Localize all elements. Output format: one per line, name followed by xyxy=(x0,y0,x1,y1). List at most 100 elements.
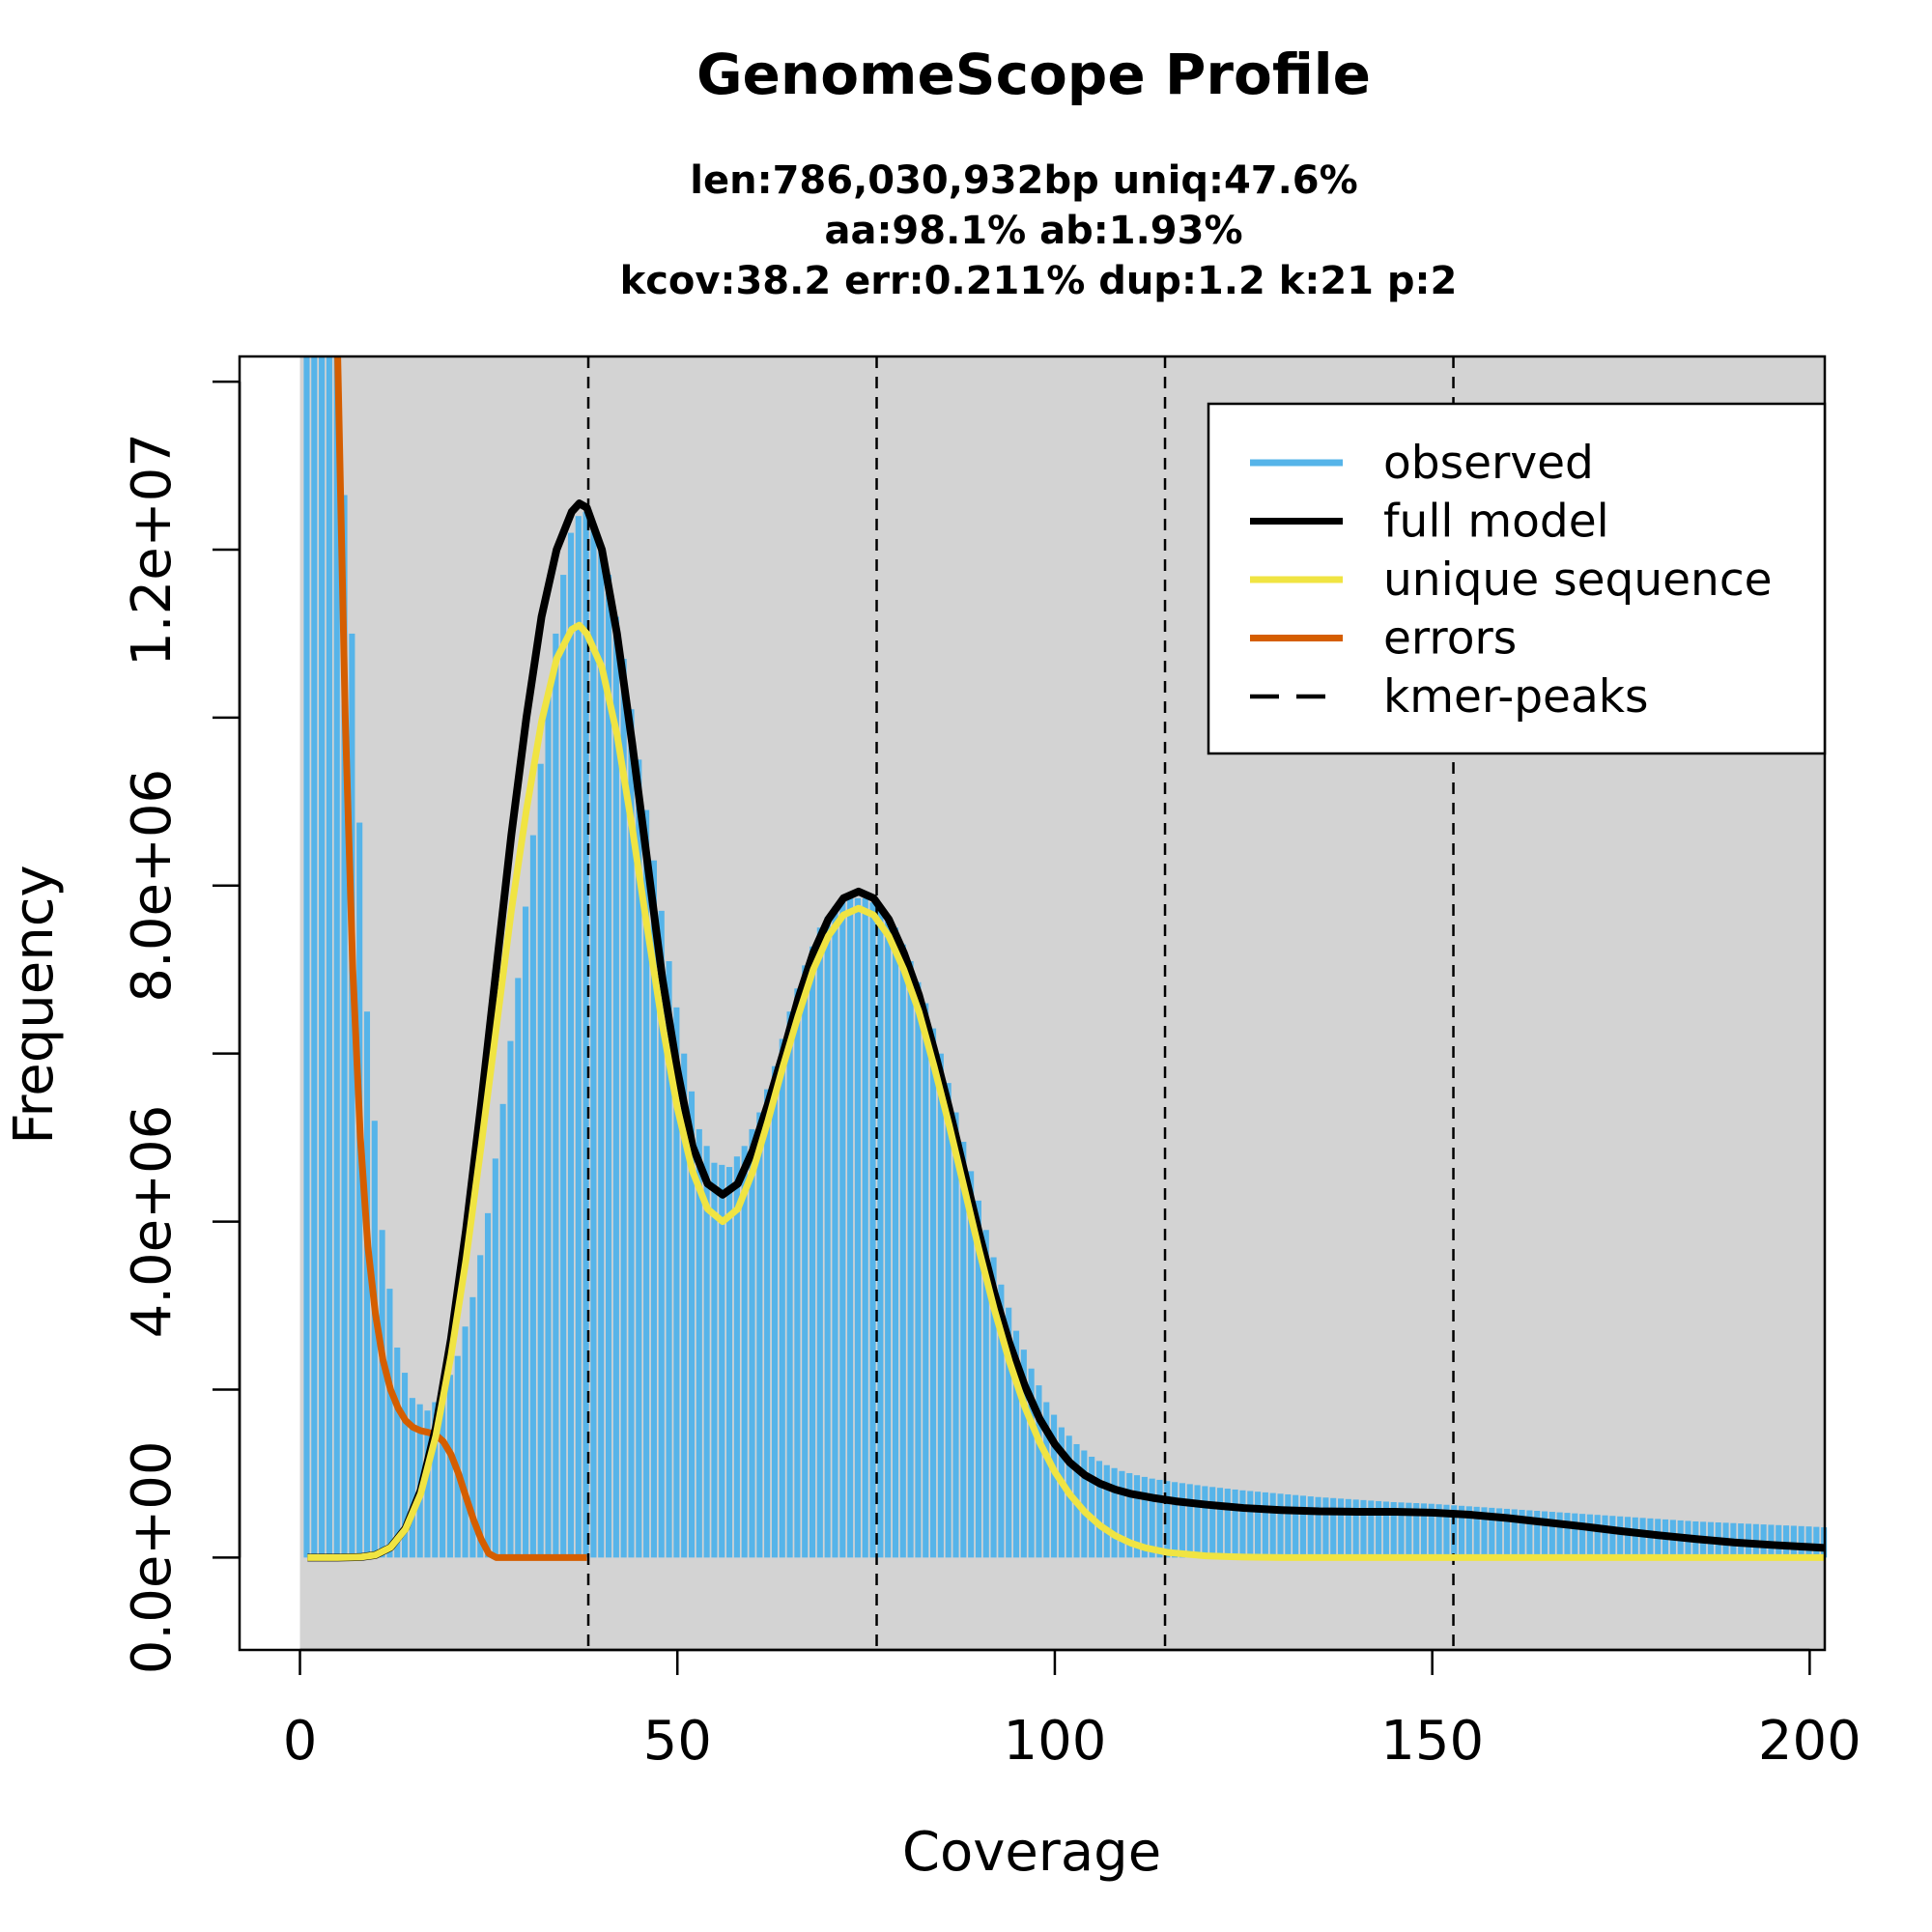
observed-bar xyxy=(1548,1512,1555,1558)
observed-bar xyxy=(673,1007,680,1558)
observed-bar xyxy=(1028,1368,1035,1558)
observed-bar xyxy=(1095,1461,1103,1558)
observed-bar xyxy=(612,616,619,1558)
observed-bar xyxy=(1609,1516,1616,1558)
observed-bar xyxy=(605,575,612,1558)
observed-bar xyxy=(1255,1492,1262,1558)
observed-bar xyxy=(1376,1500,1382,1558)
observed-bar xyxy=(636,759,642,1558)
observed-bar xyxy=(1617,1516,1624,1558)
observed-bar xyxy=(1172,1482,1179,1558)
observed-bar xyxy=(1451,1505,1458,1558)
observed-bar xyxy=(409,1398,415,1558)
observed-bar xyxy=(1119,1470,1125,1558)
observed-bar xyxy=(582,511,589,1558)
observed-bar xyxy=(1126,1472,1133,1558)
observed-bar xyxy=(545,692,552,1558)
observed-bar xyxy=(1406,1502,1412,1558)
x-axis: 0 50 100 150 200 xyxy=(283,1648,1861,1773)
observed-bar xyxy=(1081,1450,1088,1558)
observed-bar xyxy=(832,906,838,1558)
observed-bar xyxy=(575,516,582,1558)
observed-bar xyxy=(394,1347,401,1558)
legend-label: kmer-peaks xyxy=(1383,670,1648,724)
observed-bar xyxy=(499,1103,506,1558)
chart-title: GenomeScope Profile xyxy=(696,42,1371,107)
legend-label: unique sequence xyxy=(1383,554,1773,607)
chart-subtitle-line-1: len:786,030,932bp uniq:47.6% xyxy=(690,158,1357,203)
observed-bar xyxy=(764,1089,771,1558)
observed-bar xyxy=(982,1230,989,1558)
observed-bar xyxy=(1398,1502,1405,1558)
observed-bar xyxy=(869,902,876,1558)
observed-bar xyxy=(598,549,605,1558)
observed-bar xyxy=(854,897,861,1558)
observed-bar xyxy=(816,927,823,1558)
full-model-curve xyxy=(307,499,1825,1562)
observed-bar xyxy=(319,356,326,1558)
observed-bar xyxy=(1783,1525,1790,1558)
unique-sequence-curve xyxy=(307,621,1825,1561)
observed-bar xyxy=(1194,1485,1201,1558)
observed-bar xyxy=(553,633,559,1558)
observed-bar xyxy=(1443,1504,1450,1558)
observed-bar xyxy=(1776,1524,1782,1558)
observed-bar xyxy=(1164,1481,1171,1558)
observed-bar xyxy=(1345,1498,1351,1558)
observed-bar xyxy=(1511,1509,1518,1558)
x-tick-label: 200 xyxy=(1758,1710,1861,1773)
observed-bar xyxy=(1058,1427,1065,1558)
observed-bar xyxy=(1149,1478,1155,1558)
observed-bar xyxy=(1156,1479,1163,1558)
observed-bar xyxy=(877,906,884,1558)
observed-bar xyxy=(1020,1350,1027,1558)
observed-bar xyxy=(839,902,846,1558)
observed-bar xyxy=(847,897,854,1558)
observed-bar xyxy=(1307,1496,1314,1558)
observed-bar xyxy=(1579,1514,1586,1558)
observed-bar xyxy=(477,1255,484,1558)
observed-bar xyxy=(567,532,575,1558)
observed-bar xyxy=(1496,1508,1503,1558)
observed-bar xyxy=(952,1112,959,1558)
observed-bar xyxy=(386,1289,393,1558)
observed-bar xyxy=(990,1257,997,1558)
x-tick-label: 50 xyxy=(643,1710,712,1773)
observed-bar xyxy=(590,524,597,1558)
observed-bar xyxy=(696,1128,702,1558)
observed-bar xyxy=(1586,1514,1593,1558)
observed-bar xyxy=(1239,1490,1246,1558)
observed-bar xyxy=(371,1121,378,1558)
observed-bar xyxy=(1473,1506,1480,1558)
observed-bar xyxy=(446,1375,453,1558)
observed-bar xyxy=(658,910,665,1558)
observed-bar xyxy=(1798,1525,1804,1558)
observed-bar xyxy=(1262,1492,1268,1558)
observed-bar xyxy=(650,860,657,1558)
y-tick-label: 0.0e+00 xyxy=(121,1441,184,1675)
observed-bar xyxy=(726,1167,733,1558)
observed-bar xyxy=(1435,1504,1442,1558)
observed-bar xyxy=(719,1164,725,1558)
observed-bar xyxy=(711,1162,718,1558)
observed-bar xyxy=(356,822,363,1558)
observed-bar xyxy=(1051,1414,1058,1558)
observed-bar xyxy=(666,961,672,1558)
observed-bar xyxy=(1541,1511,1548,1558)
observed-bar xyxy=(824,917,831,1558)
y-axis-label: Frequency xyxy=(3,865,66,1144)
chart-subtitle-line-3: kcov:38.2 err:0.211% dup:1.2 k:21 p:2 xyxy=(620,259,1458,303)
observed-bar xyxy=(923,1003,929,1558)
observed-bar xyxy=(1813,1526,1820,1558)
x-axis-label: Coverage xyxy=(902,1821,1161,1884)
observed-bar xyxy=(1202,1486,1208,1558)
observed-bar xyxy=(1232,1489,1238,1558)
observed-bar xyxy=(1186,1484,1193,1558)
observed-bar xyxy=(363,1011,371,1558)
observed-bar xyxy=(907,961,914,1558)
observed-bar xyxy=(1216,1488,1224,1558)
observed-bar xyxy=(1572,1513,1578,1558)
observed-bar xyxy=(1337,1498,1345,1558)
observed-bar xyxy=(1382,1501,1389,1558)
